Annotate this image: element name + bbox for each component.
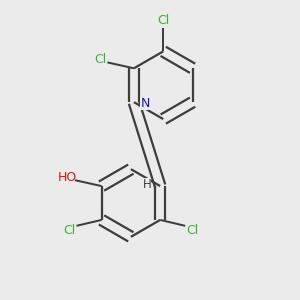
Text: Cl: Cl bbox=[94, 53, 106, 66]
Text: Cl: Cl bbox=[63, 224, 75, 237]
Text: N: N bbox=[140, 97, 150, 110]
Text: H: H bbox=[142, 178, 151, 191]
Text: HO: HO bbox=[58, 171, 77, 184]
Text: Cl: Cl bbox=[186, 224, 199, 237]
Text: Cl: Cl bbox=[157, 14, 170, 27]
